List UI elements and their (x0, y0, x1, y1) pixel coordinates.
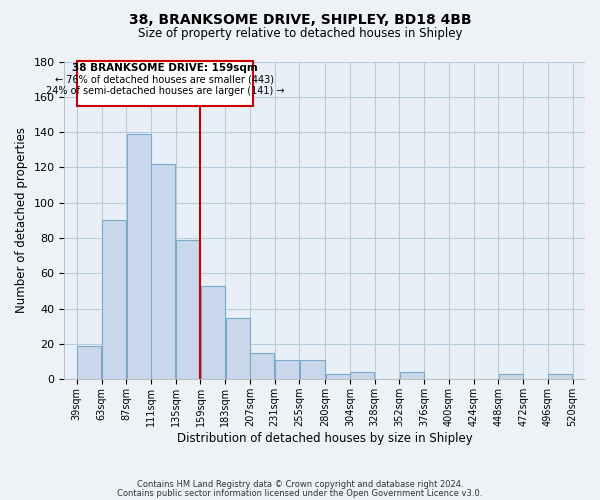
Bar (275, 360, 299, 380)
Text: 24% of semi-detached houses are larger (141) →: 24% of semi-detached houses are larger (… (46, 86, 284, 96)
Bar (300, 360, 325, 380)
Bar (548, 374, 572, 380)
Bar (151, 164, 175, 380)
Bar (201, 286, 225, 380)
X-axis label: Distribution of detached houses by size in Shipley: Distribution of detached houses by size … (177, 432, 473, 445)
Bar (499, 374, 523, 380)
Bar (102, 220, 126, 380)
Bar (176, 240, 200, 380)
Bar (400, 372, 424, 380)
Bar (326, 374, 350, 380)
Y-axis label: Number of detached properties: Number of detached properties (15, 128, 28, 314)
Text: 38, BRANKSOME DRIVE, SHIPLEY, BD18 4BB: 38, BRANKSOME DRIVE, SHIPLEY, BD18 4BB (128, 12, 472, 26)
Text: Size of property relative to detached houses in Shipley: Size of property relative to detached ho… (138, 28, 462, 40)
Bar (250, 353, 274, 380)
Text: Contains HM Land Registry data © Crown copyright and database right 2024.: Contains HM Land Registry data © Crown c… (137, 480, 463, 489)
Text: ← 76% of detached houses are smaller (443): ← 76% of detached houses are smaller (44… (55, 74, 274, 85)
Bar (77, 346, 101, 380)
Text: Contains public sector information licensed under the Open Government Licence v3: Contains public sector information licen… (118, 489, 482, 498)
Bar (77, 62, 253, 106)
Bar (350, 372, 374, 380)
Bar (127, 134, 151, 380)
Bar (226, 318, 250, 380)
Text: 38 BRANKSOME DRIVE: 159sqm: 38 BRANKSOME DRIVE: 159sqm (72, 64, 258, 74)
